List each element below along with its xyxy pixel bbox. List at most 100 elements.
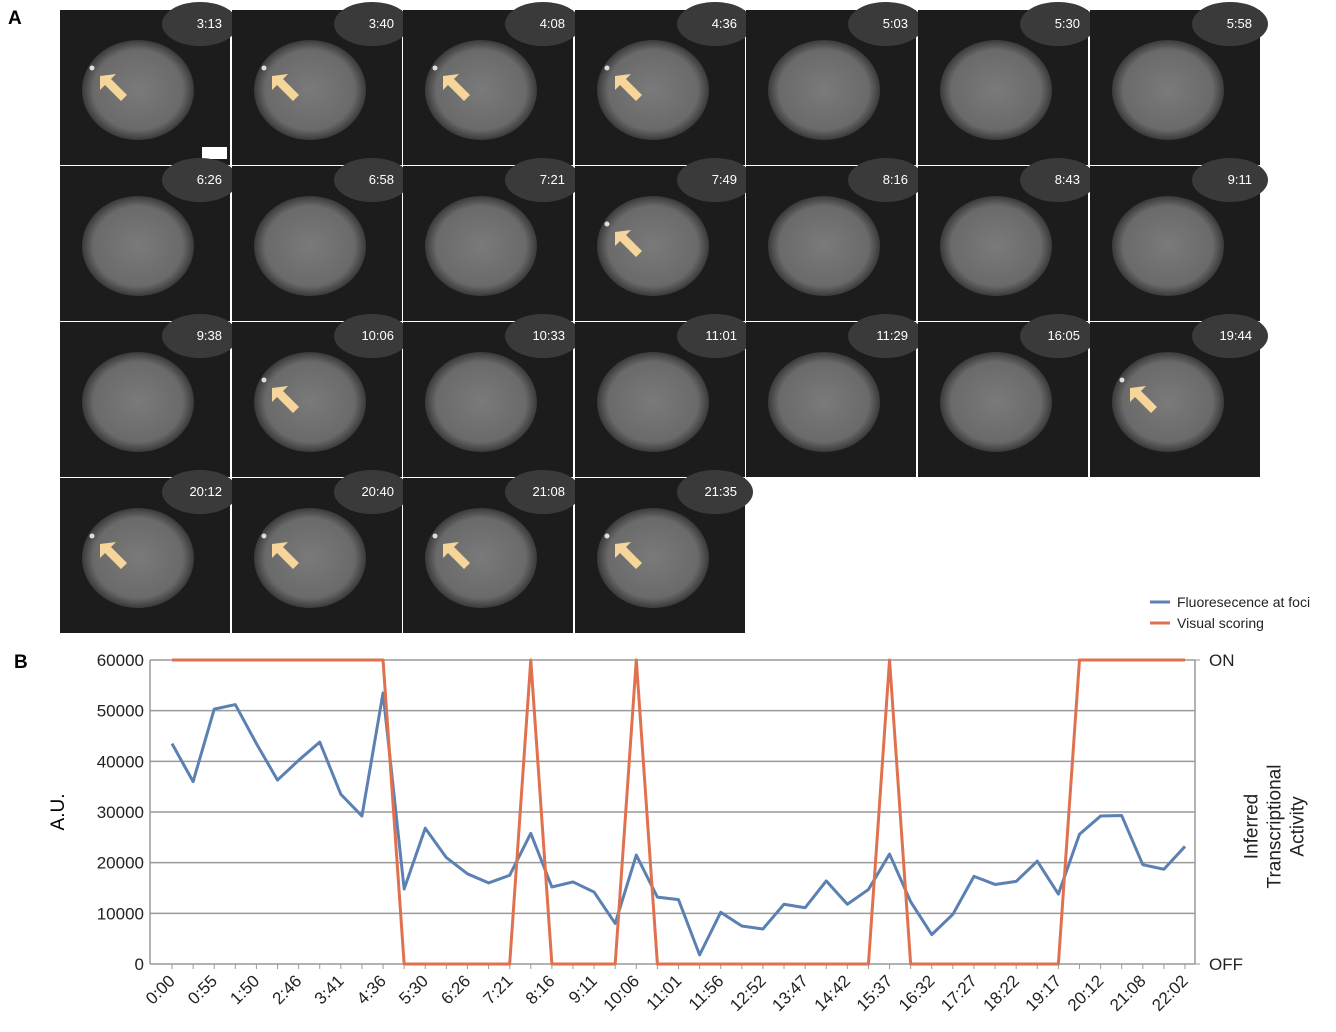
micrograph: 9:11 [1090, 158, 1268, 321]
y-tick-label: 20000 [97, 854, 144, 873]
nucleus [1112, 352, 1224, 452]
x-tick-label: 14:42 [811, 971, 855, 1015]
x-tick-label: 17:27 [937, 971, 981, 1015]
y-tick-label: 10000 [97, 904, 144, 923]
time-label: 20:40 [361, 484, 394, 499]
micrograph: 10:33 [403, 314, 581, 477]
focus [433, 534, 438, 539]
y-tick-label: 0 [135, 955, 144, 974]
time-label: 5:03 [883, 16, 908, 31]
x-tick-label: 1:50 [226, 971, 263, 1008]
legend-label: Visual scoring [1177, 615, 1264, 631]
x-tick-label: 16:32 [895, 971, 939, 1015]
time-label: 4:36 [712, 16, 737, 31]
time-label: 11:29 [876, 328, 908, 343]
micrograph: 11:01 [575, 314, 753, 477]
x-tick-label: 11:01 [643, 971, 686, 1014]
nucleus [940, 40, 1052, 140]
x-tick-label: 18:22 [979, 971, 1023, 1015]
time-label: 7:49 [712, 172, 737, 187]
time-label: 11:01 [705, 328, 737, 343]
series-line [172, 693, 1185, 955]
nucleus [768, 196, 880, 296]
micrograph: 3:13 [60, 2, 238, 165]
micrograph: 20:40 [232, 470, 410, 633]
micrograph: 8:43 [918, 158, 1096, 321]
time-label: 9:11 [1228, 172, 1252, 187]
time-label: 6:58 [369, 172, 394, 187]
nucleus [425, 352, 537, 452]
x-tick-label: 0:00 [142, 971, 179, 1008]
time-label: 10:33 [532, 328, 565, 343]
y2-tick-label: OFF [1209, 955, 1243, 974]
time-label: 3:13 [197, 16, 222, 31]
x-tick-label: 6:26 [437, 971, 474, 1008]
focus [1120, 378, 1125, 383]
micrograph: 3:40 [232, 2, 410, 165]
focus [262, 378, 267, 383]
nucleus [82, 508, 194, 608]
micrograph: 19:44 [1090, 314, 1268, 477]
micrograph: 7:21 [403, 158, 581, 321]
nucleus [768, 352, 880, 452]
focus [90, 534, 95, 539]
x-tick-label: 15:37 [853, 971, 897, 1015]
y-tick-label: 30000 [97, 803, 144, 822]
nucleus [1112, 196, 1224, 296]
nucleus [425, 508, 537, 608]
focus [605, 534, 610, 539]
nucleus [1112, 40, 1224, 140]
nucleus [254, 40, 366, 140]
nucleus [254, 196, 366, 296]
micrograph: 20:12 [60, 470, 238, 633]
scale-bar [202, 147, 227, 159]
time-label: 6:26 [197, 172, 222, 187]
micrograph: 8:16 [746, 158, 924, 321]
nucleus [425, 196, 537, 296]
focus [605, 222, 610, 227]
micrograph: 16:05 [918, 314, 1096, 477]
nucleus [940, 352, 1052, 452]
panel-label: B [14, 652, 28, 673]
nucleus [425, 40, 537, 140]
micrograph: 6:26 [60, 158, 238, 321]
time-label: 5:30 [1055, 16, 1080, 31]
nucleus [597, 40, 709, 140]
x-tick-label: 0:55 [184, 971, 221, 1008]
time-label: 7:21 [540, 172, 565, 187]
x-tick-label: 10:06 [600, 971, 644, 1015]
y-tick-label: 60000 [97, 651, 144, 670]
y-tick-label: 40000 [97, 752, 144, 771]
x-tick-label: 20:12 [1064, 971, 1108, 1015]
micrograph: 7:49 [575, 158, 753, 321]
x-tick-label: 7:21 [480, 971, 517, 1008]
time-label: 4:08 [540, 16, 565, 31]
x-tick-label: 2:46 [269, 971, 306, 1008]
micrograph: 5:03 [746, 2, 924, 165]
x-tick-label: 13:47 [768, 971, 812, 1015]
y2-tick-label: ON [1209, 651, 1235, 670]
x-tick-label: 21:08 [1106, 971, 1150, 1015]
focus [433, 66, 438, 71]
micrograph: 21:08 [403, 470, 581, 633]
focus [605, 66, 610, 71]
micrograph: 5:58 [1090, 2, 1268, 165]
x-tick-label: 9:11 [565, 971, 601, 1007]
x-tick-label: 5:30 [395, 971, 432, 1008]
micrograph: 5:30 [918, 2, 1096, 165]
nucleus [254, 352, 366, 452]
focus [262, 66, 267, 71]
panel-label: A [8, 8, 22, 29]
figure: A B A.U. 3:133:404:084:365:035:305:586:2… [0, 0, 1336, 1027]
micrograph: 6:58 [232, 158, 410, 321]
legend-label: Fluoresecence at foci [1177, 594, 1310, 610]
x-tick-label: 12:52 [726, 971, 770, 1015]
nucleus [82, 40, 194, 140]
time-label: 8:16 [883, 172, 908, 187]
x-tick-label: 22:02 [1148, 971, 1192, 1015]
nucleus [82, 196, 194, 296]
x-tick-label: 4:36 [353, 971, 390, 1008]
x-tick-label: 8:16 [522, 971, 559, 1008]
nucleus [597, 196, 709, 296]
nucleus [597, 508, 709, 608]
